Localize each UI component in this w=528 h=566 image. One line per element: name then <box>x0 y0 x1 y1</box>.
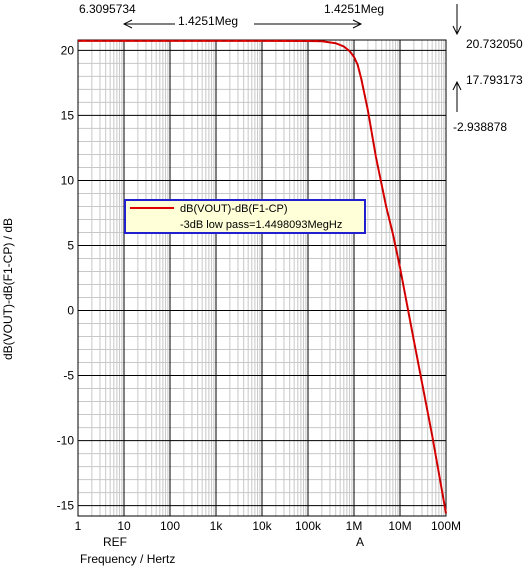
cursor-a-x-value: 1.4251Meg <box>324 2 384 16</box>
legend[interactable]: dB(VOUT)-dB(F1-CP) -3dB low pass=1.44980… <box>124 199 366 234</box>
cursor-delta-label: 1.4251Meg <box>178 14 238 28</box>
legend-entry-series: dB(VOUT)-dB(F1-CP) <box>180 203 288 215</box>
x-tick-label: 1 <box>75 519 82 533</box>
x-tick-label: 100 <box>160 519 180 533</box>
x-axis-label: Frequency / Hertz <box>80 552 175 566</box>
y-tick-label: 20 <box>61 43 75 57</box>
series-group <box>78 39 447 514</box>
y-readout-arrowhead-down <box>452 25 462 36</box>
cursor-ref-x-value: 6.3095734 <box>79 2 136 16</box>
x-axis-ticks: 1 10 100 1k 10k 100k 1M 10M 100M <box>75 519 461 533</box>
cursor-a-label: A <box>356 535 364 549</box>
y-tick-label: -15 <box>57 499 75 513</box>
y-tick-label: 5 <box>67 238 74 252</box>
y-axis-ticks: 20 15 10 5 0 -5 -10 -15 <box>57 43 75 512</box>
cursor-delta-arrowhead-left <box>122 19 133 29</box>
y-readout-mid: 17.793173 <box>466 73 523 87</box>
y-tick-label: 0 <box>67 304 74 318</box>
y-readout-delta: -2.938878 <box>453 120 507 134</box>
x-tick-label: 1k <box>210 519 224 533</box>
y-readout-arrowhead-up <box>452 80 462 91</box>
x-tick-label: 1M <box>346 519 363 533</box>
legend-box <box>124 199 366 234</box>
x-tick-label: 10k <box>252 519 272 533</box>
x-tick-label: 10 <box>117 519 131 533</box>
x-tick-label: 100M <box>431 519 461 533</box>
cursor-delta-arrowhead-right <box>352 19 363 29</box>
y-tick-label: 15 <box>61 108 75 122</box>
grid-lines <box>77 40 447 516</box>
series-line-dash <box>78 40 447 514</box>
cursor-ref-label: REF <box>103 535 127 549</box>
y-tick-label: 10 <box>61 173 75 187</box>
y-tick-label: -10 <box>57 434 75 448</box>
legend-entry-annotation: -3dB low pass=1.4498093MegHz <box>180 219 342 231</box>
y-tick-label: -5 <box>63 369 74 383</box>
y-axis-label: dB(VOUT)-dB(F1-CP) / dB <box>1 218 15 360</box>
x-tick-label: 10M <box>388 519 411 533</box>
y-readout-top: 20.732050 <box>466 37 523 51</box>
x-tick-label: 100k <box>295 519 322 533</box>
